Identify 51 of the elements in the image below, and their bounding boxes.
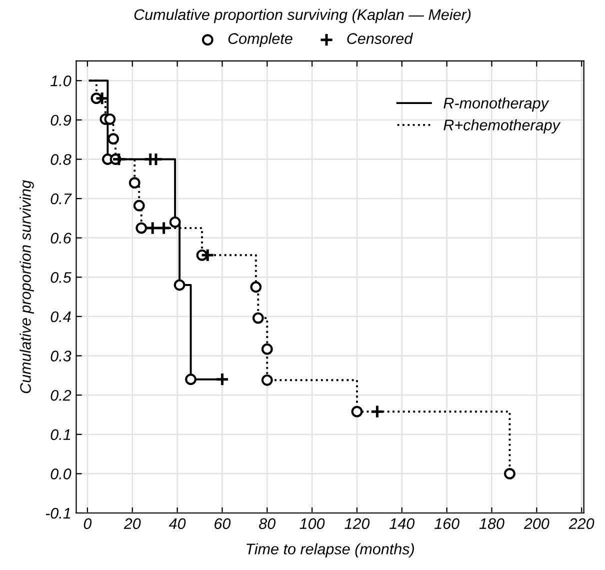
y-tick-label: 0.6 bbox=[50, 232, 72, 244]
point bbox=[128, 177, 140, 189]
point bbox=[146, 220, 160, 236]
point bbox=[351, 406, 363, 418]
point bbox=[200, 248, 215, 262]
point bbox=[104, 113, 116, 125]
point bbox=[261, 343, 273, 355]
point bbox=[250, 281, 262, 293]
y-tick-label: 0.9 bbox=[50, 114, 72, 126]
x-tick-label: 0 bbox=[84, 518, 92, 530]
y-axis-title: Cumulative proportion surviving bbox=[20, 180, 34, 394]
point bbox=[156, 220, 171, 236]
x-tick-label: 160 bbox=[434, 518, 460, 530]
point bbox=[112, 152, 126, 166]
legend-label: R+chemotherapy bbox=[444, 119, 561, 134]
point bbox=[136, 222, 148, 234]
point bbox=[185, 374, 196, 386]
x-tick-label: 20 bbox=[124, 518, 141, 530]
point bbox=[174, 279, 186, 291]
point bbox=[215, 372, 230, 386]
y-tick-label: 0.3 bbox=[50, 350, 72, 362]
point bbox=[504, 468, 516, 480]
chart-title: Cumulative proportion surviving (Kaplan — Meier) bbox=[134, 8, 471, 24]
point bbox=[261, 374, 273, 386]
legend-label: Complete bbox=[228, 32, 292, 48]
y-tick-label: 0.5 bbox=[50, 272, 72, 283]
y-tick-label: 0.1 bbox=[50, 429, 70, 440]
y-tick-label: 0.2 bbox=[50, 390, 72, 401]
x-tick-label: 120 bbox=[344, 518, 370, 530]
x-tick-label: 80 bbox=[259, 518, 276, 530]
x-tick-label: 100 bbox=[300, 518, 325, 530]
x-tick-label: 220 bbox=[568, 518, 594, 530]
point bbox=[370, 404, 384, 419]
x-tick-label: 180 bbox=[479, 518, 504, 530]
x-tick-label: 60 bbox=[214, 518, 231, 530]
y-tick-label: 0.0 bbox=[50, 468, 72, 480]
legend-label: Censored bbox=[347, 32, 414, 44]
point bbox=[169, 216, 181, 228]
y-tick-label: 0.7 bbox=[50, 193, 72, 204]
y-tick-label: 0.8 bbox=[50, 154, 72, 165]
point bbox=[133, 200, 145, 212]
y-tick-label: 0.4 bbox=[50, 311, 71, 322]
point bbox=[108, 133, 119, 145]
y-tick-label: 1.0 bbox=[50, 76, 72, 86]
x-axis-title: Time to relapse (months) bbox=[246, 543, 414, 558]
y-tick-label: -0.1 bbox=[46, 508, 70, 519]
point bbox=[252, 312, 264, 324]
x-tick-label: 200 bbox=[524, 518, 550, 530]
x-tick-label: 140 bbox=[390, 518, 415, 530]
legend-label: R-monotherapy bbox=[444, 97, 550, 112]
x-tick-label: 40 bbox=[168, 518, 186, 530]
